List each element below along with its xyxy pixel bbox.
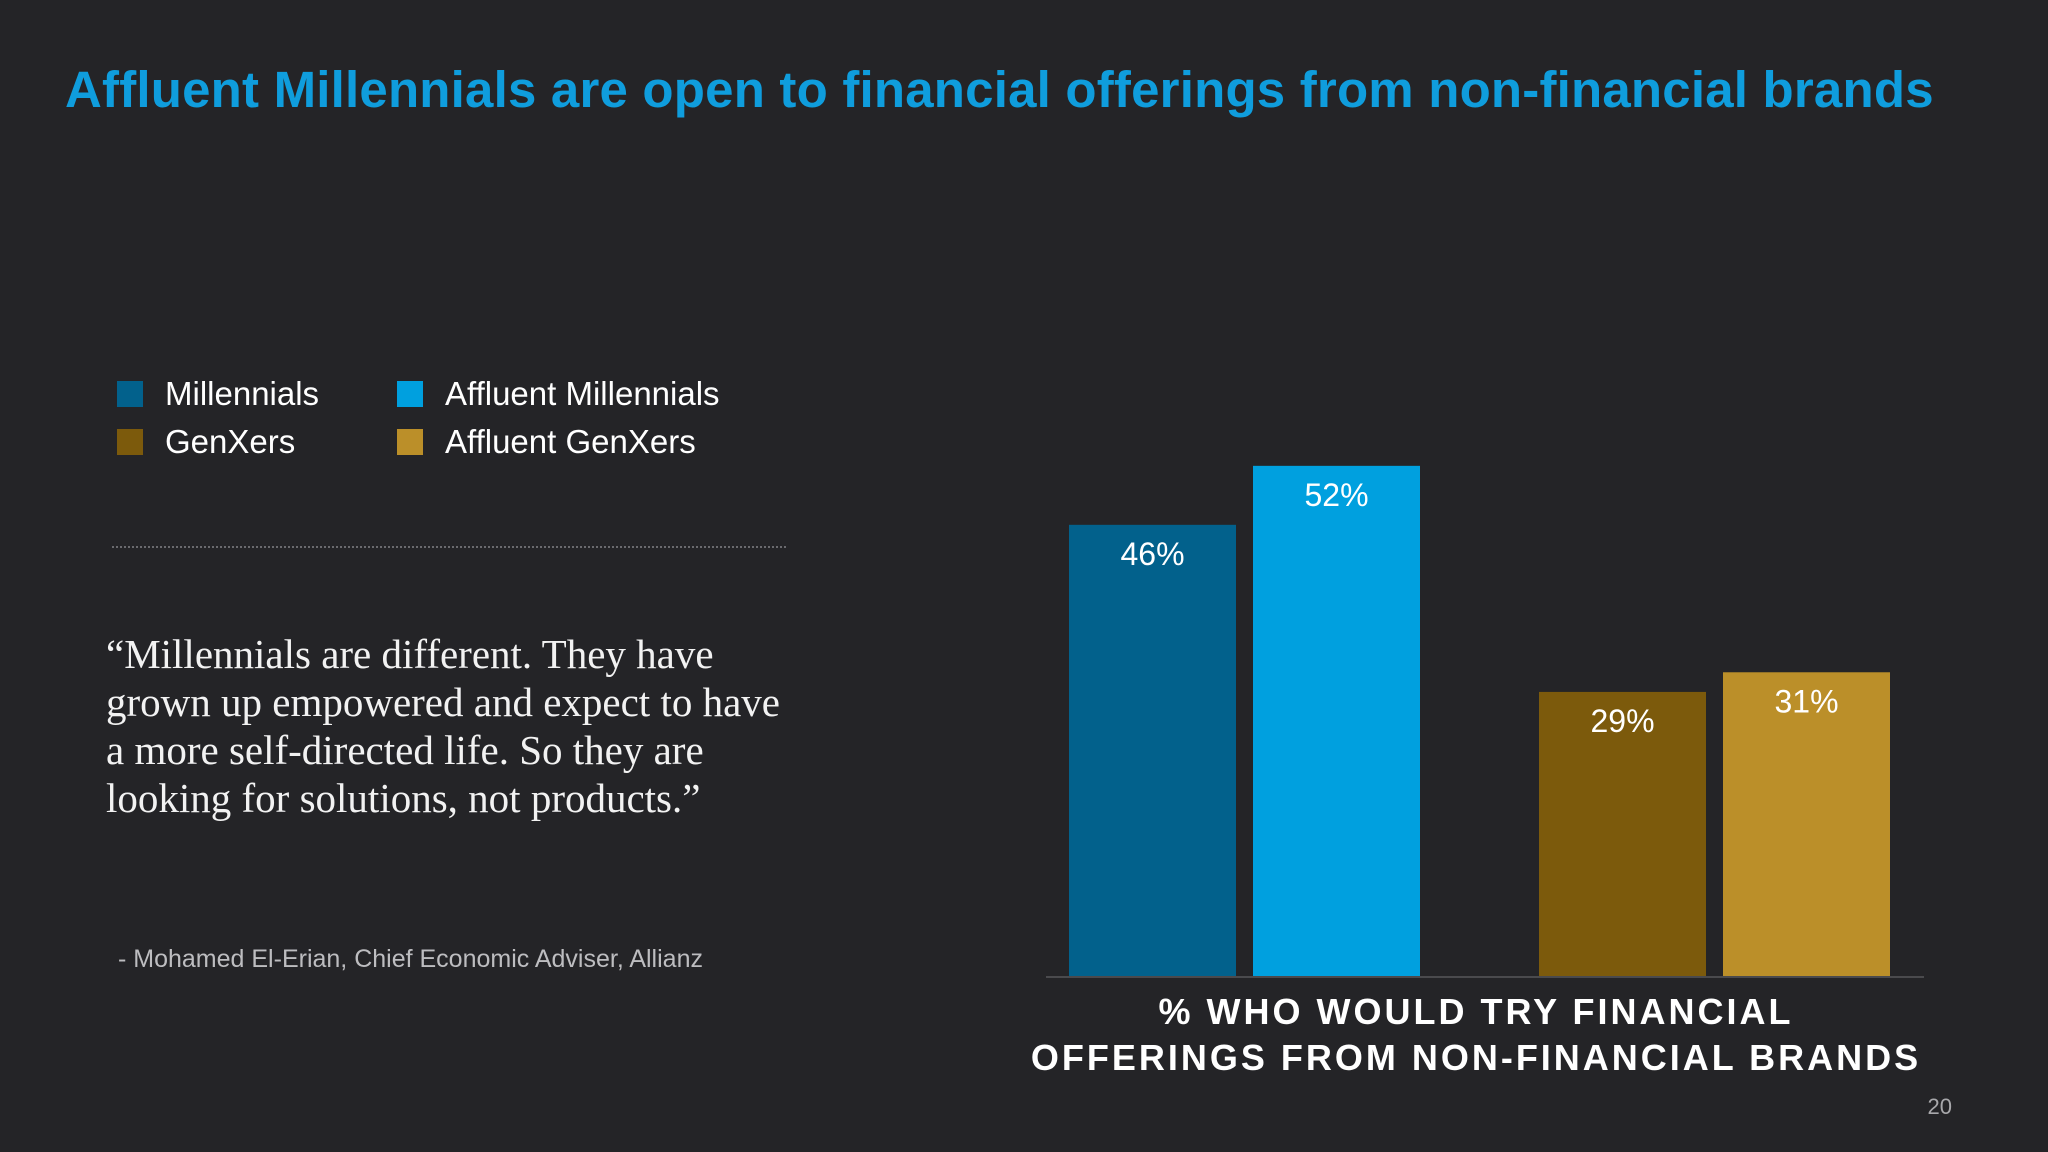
legend-swatch-affluent-genxers — [397, 429, 423, 455]
legend-item-millennials: Millennials — [117, 375, 319, 413]
bar-affluent-millennials — [1253, 465, 1420, 977]
legend-item-affluent-genxers: Affluent GenXers — [397, 423, 696, 461]
page-number: 20 — [1927, 1094, 1952, 1119]
data-label-affluent-genxers: 31% — [1774, 683, 1838, 719]
quote-text: “Millennials are different. They have gr… — [106, 631, 780, 821]
bar-millennials — [1069, 524, 1236, 977]
legend-label-affluent-millennials: Affluent Millennials — [445, 375, 720, 412]
legend-swatch-genxers — [117, 429, 143, 455]
legend-label-affluent-genxers: Affluent GenXers — [445, 423, 696, 460]
bars-layer: 46% 52% 29% 31% — [1069, 465, 1890, 977]
legend-item-genxers: GenXers — [117, 423, 295, 461]
bar-genxers — [1539, 691, 1706, 977]
data-label-affluent-millennials: 52% — [1304, 477, 1368, 513]
x-axis-label: % WHO WOULD TRY FINANCIAL OFFERINGS FROM … — [1031, 991, 1921, 1078]
slide-title: Affluent Millennials are open to financi… — [65, 61, 1934, 118]
legend-item-affluent-millennials: Affluent Millennials — [397, 375, 720, 413]
data-label-genxers: 29% — [1590, 703, 1654, 739]
quote-attribution: - Mohamed El-Erian, Chief Economic Advis… — [118, 945, 703, 973]
legend-label-genxers: GenXers — [165, 423, 296, 460]
legend-label-millennials: Millennials — [165, 375, 320, 412]
x-axis-label-line-1: % WHO WOULD TRY FINANCIAL — [1159, 991, 1794, 1032]
bar-affluent-genxers — [1723, 672, 1890, 977]
legend-swatch-affluent-millennials — [397, 381, 423, 407]
data-label-millennials: 46% — [1120, 536, 1184, 572]
dotted-divider — [112, 546, 786, 548]
x-axis-label-line-2: OFFERINGS FROM NON-FINANCIAL BRANDS — [1031, 1037, 1921, 1078]
legend-swatch-millennials — [117, 381, 143, 407]
